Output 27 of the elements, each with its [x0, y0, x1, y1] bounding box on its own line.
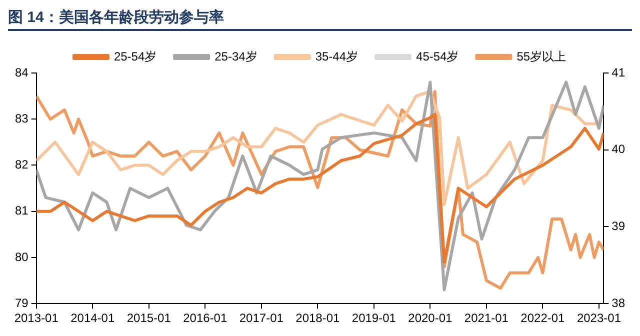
x-tick-label: 2020-01: [408, 311, 453, 326]
x-tick-label: 2017-01: [239, 311, 284, 326]
legend-label: 55岁以上: [516, 49, 566, 64]
legend-label: 25-34岁: [214, 49, 258, 64]
x-tick-label: 2015-01: [126, 311, 172, 326]
y2-tick-label: 38: [612, 296, 626, 310]
x-tick-label: 2016-01: [183, 311, 228, 326]
y-tick-label: 83: [14, 111, 29, 126]
y-tick-label: 79: [14, 296, 29, 310]
x-tick-label: 2019-01: [352, 311, 396, 326]
y2-tick-label: 40: [612, 142, 626, 156]
y2-tick-label: 39: [612, 219, 626, 234]
x-tick-label: 2014-01: [70, 311, 115, 326]
legend-label: 45-54岁: [416, 49, 459, 64]
y-tick-label: 81: [14, 204, 29, 218]
y-tick-label: 84: [14, 65, 29, 80]
legend-label: 35-44岁: [315, 49, 358, 64]
y2-tick-label: 41: [612, 65, 626, 80]
x-tick-label: 2023-01: [576, 311, 622, 326]
chart-title: 图 14：美国各年龄段劳动参与率: [8, 8, 632, 31]
y-tick-label: 82: [14, 158, 29, 172]
x-tick-label: 2018-01: [296, 311, 340, 326]
x-tick-label: 2013-01: [14, 311, 59, 326]
x-tick-label: 2022-01: [520, 311, 566, 326]
x-tick-label: 2021-01: [464, 311, 509, 326]
y-tick-label: 80: [14, 250, 29, 264]
legend-label: 25-54岁: [114, 49, 157, 64]
